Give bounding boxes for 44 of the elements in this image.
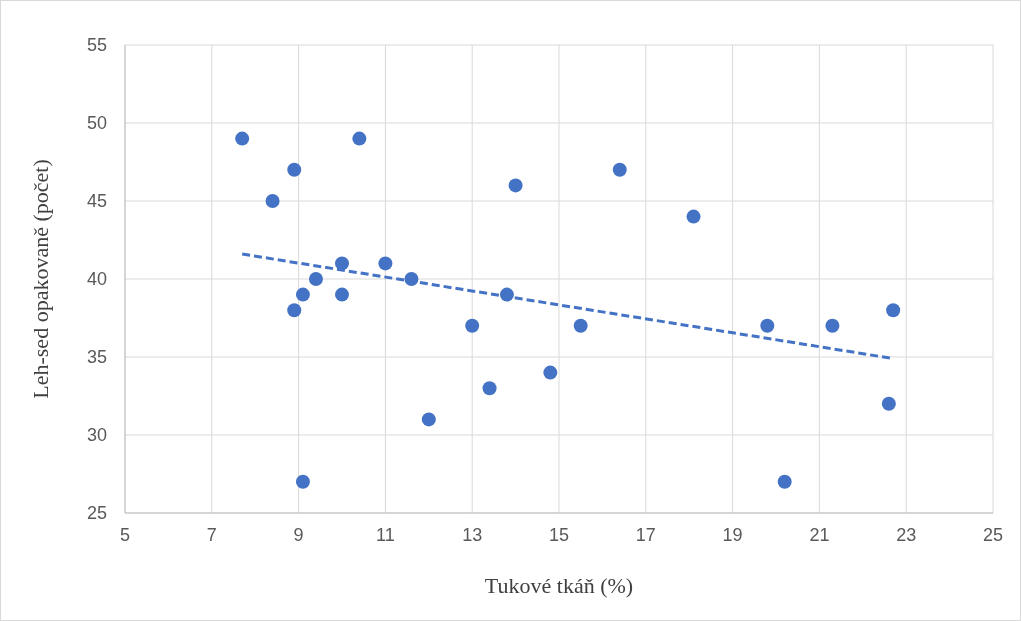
point [465, 318, 480, 333]
x-tick-label: 5 [119, 525, 131, 545]
point [287, 303, 302, 318]
x-tick-label: 25 [982, 525, 1004, 545]
point [352, 131, 367, 146]
x-tick-label: 7 [206, 525, 217, 545]
point [881, 396, 896, 411]
x-axis-title: Tukové tkáň (%) [484, 573, 634, 598]
point [335, 287, 349, 302]
x-tick-label: 15 [548, 525, 570, 545]
x-tick-label: 21 [809, 525, 830, 545]
x-tick-label: 9 [293, 525, 304, 545]
point [295, 287, 310, 302]
y-tick-label: 30 [86, 425, 107, 445]
y-axis-title: Leh-sed opakovaně (počet) [28, 159, 53, 399]
x-tick-label: 23 [896, 525, 917, 545]
point [482, 381, 497, 396]
point [421, 412, 436, 427]
point [825, 318, 840, 333]
y-tick-label: 35 [86, 347, 107, 367]
x-tick-label: 11 [376, 525, 395, 545]
x-tick-label: 17 [635, 525, 656, 545]
point [760, 318, 775, 333]
x-tick-label: 13 [462, 525, 483, 545]
point [265, 194, 280, 208]
point [612, 162, 627, 177]
point [378, 256, 393, 271]
point [287, 162, 302, 177]
point [886, 303, 901, 318]
x-tick-label: 19 [722, 525, 743, 545]
y-tick-label: 50 [86, 113, 107, 133]
point [235, 131, 250, 146]
point [308, 272, 323, 286]
y-tick-label: 45 [86, 191, 107, 211]
point [573, 318, 588, 333]
y-tick-label: 40 [86, 269, 107, 289]
point [508, 178, 523, 193]
point [543, 365, 558, 380]
y-tick-label: 55 [86, 35, 107, 55]
point [686, 209, 701, 224]
point [777, 474, 792, 489]
point [295, 474, 310, 489]
point [335, 256, 349, 271]
y-tick-label: 25 [86, 503, 107, 523]
